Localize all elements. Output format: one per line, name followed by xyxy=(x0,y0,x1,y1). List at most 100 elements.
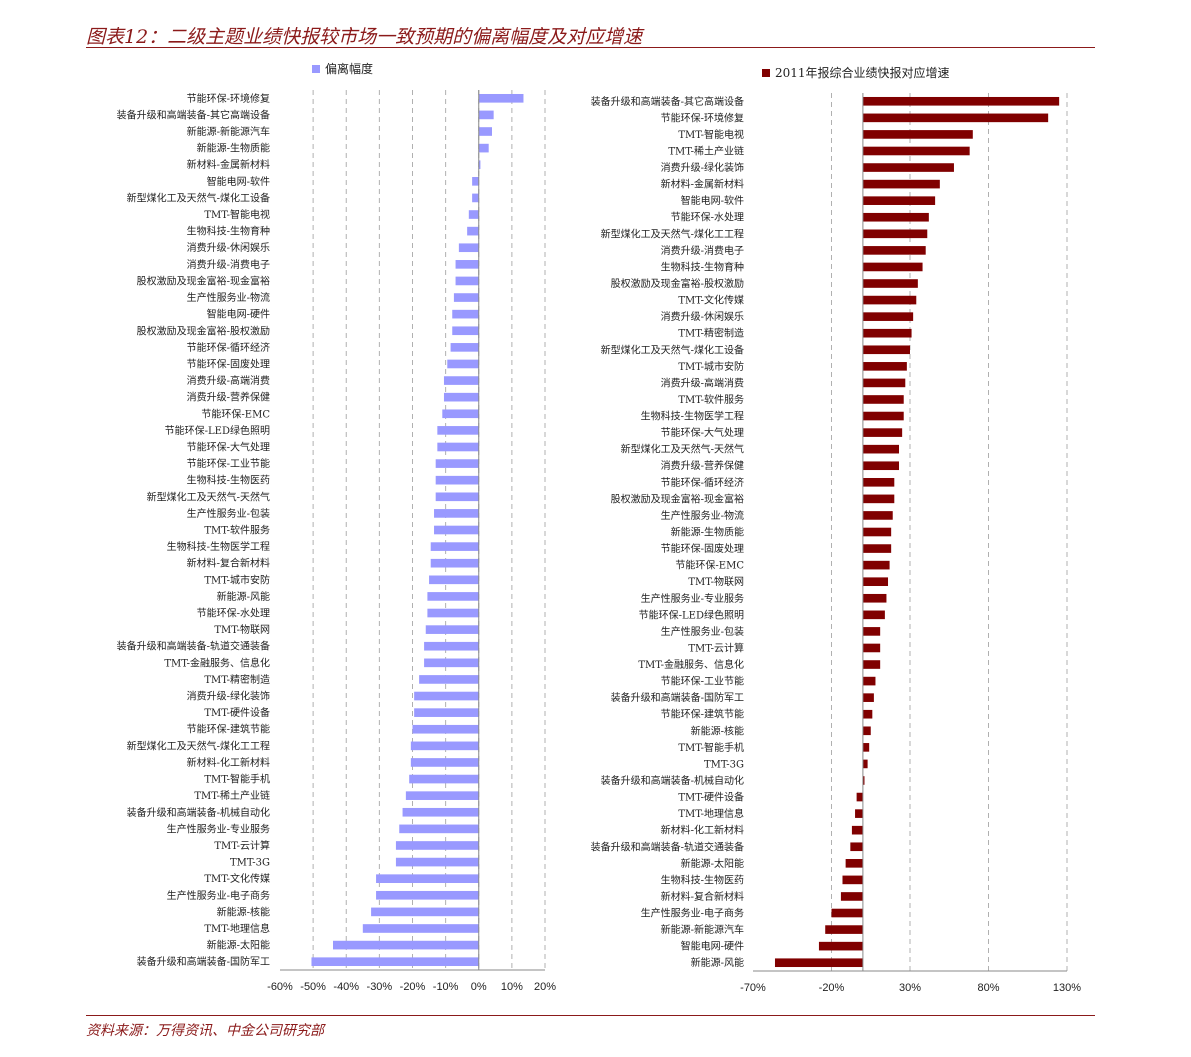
deviation-category-label: 节能环保-水处理 xyxy=(197,607,270,620)
growth-bar xyxy=(862,527,892,537)
growth-tick-label: 80% xyxy=(977,982,999,994)
growth-category-label: 节能环保-循环经济 xyxy=(661,476,744,489)
chart-title: 图表12：二级主题业绩快报较市场一致预期的偏离幅度及对应增速 xyxy=(86,26,643,48)
deviation-bar xyxy=(442,409,479,419)
growth-bar xyxy=(862,246,926,255)
deviation-category-label: 新能源-太阳能 xyxy=(207,939,270,952)
growth-category-label: TMT-物联网 xyxy=(688,575,744,588)
deviation-bar xyxy=(425,625,479,634)
growth-bar xyxy=(862,395,904,404)
deviation-tick-label: -50% xyxy=(300,981,326,993)
deviation-category-label: 节能环保-LED绿色照明 xyxy=(165,424,270,437)
deviation-bar xyxy=(478,127,492,136)
deviation-category-label: 智能电网-硬件 xyxy=(207,308,270,321)
growth-category-label: 消费升级-休闲娱乐 xyxy=(661,310,744,323)
growth-category-label: 新能源-太阳能 xyxy=(681,857,744,870)
growth-category-label: 生物科技-生物医学工程 xyxy=(641,410,744,423)
deviation-category-label: 新能源-风能 xyxy=(217,590,270,603)
deviation-bar xyxy=(478,143,489,153)
growth-category-label: 装备升级和高端装备-国防军工 xyxy=(611,691,744,704)
source-note: 资料来源：万得资讯、中金公司研究部 xyxy=(86,1023,324,1039)
deviation-tick-label: -30% xyxy=(367,981,393,993)
deviation-bar xyxy=(402,807,479,817)
deviation-bar xyxy=(414,691,479,701)
growth-category-label: 新型煤化工及天然气-煤化工设备 xyxy=(601,343,744,356)
growth-legend-label: 2011年报综合业绩快报对应增速 xyxy=(775,65,950,80)
deviation-bar xyxy=(447,359,479,369)
growth-category-label: 消费升级-营养保健 xyxy=(661,459,744,472)
deviation-category-label: 消费升级-营养保健 xyxy=(187,391,270,404)
growth-category-label: 节能环保-LED绿色照明 xyxy=(639,608,744,621)
deviation-bar xyxy=(455,276,479,286)
growth-bar xyxy=(862,312,914,321)
deviation-category-label: 消费升级-休闲娱乐 xyxy=(187,241,270,254)
deviation-bar xyxy=(429,575,479,585)
growth-category-label: TMT-稀土产业链 xyxy=(668,144,744,157)
growth-bar xyxy=(862,130,973,139)
deviation-legend-swatch xyxy=(312,65,320,73)
deviation-category-label: 股权激励及现金富裕-现金富裕 xyxy=(137,274,270,287)
deviation-tick-label: -60% xyxy=(267,981,293,993)
growth-bar xyxy=(862,96,1060,106)
deviation-bar xyxy=(472,193,479,203)
growth-bar xyxy=(842,875,863,885)
deviation-bar xyxy=(435,459,479,468)
growth-tick-label: -70% xyxy=(740,982,766,994)
growth-category-label: 生产性服务业-包装 xyxy=(661,625,744,638)
growth-category-label: TMT-3G xyxy=(704,759,744,770)
growth-category-label: 智能电网-硬件 xyxy=(681,940,744,953)
growth-category-label: 节能环保-工业节能 xyxy=(661,675,744,688)
growth-bar xyxy=(851,825,863,835)
growth-category-label: 节能环保-环境修复 xyxy=(661,111,744,124)
growth-bar xyxy=(862,726,871,736)
deviation-tick-label: 20% xyxy=(534,981,556,993)
deviation-category-label: 生产性服务业-专业服务 xyxy=(167,822,270,835)
growth-bar xyxy=(862,709,873,719)
deviation-category-label: 消费升级-高端消费 xyxy=(187,374,270,387)
deviation-tick-label: 0% xyxy=(471,981,487,993)
deviation-category-label: TMT-智能手机 xyxy=(204,773,270,786)
growth-bar xyxy=(862,345,910,355)
deviation-bar xyxy=(424,641,479,651)
growth-category-label: 股权激励及现金富裕-现金富裕 xyxy=(611,492,744,505)
deviation-bar xyxy=(468,210,479,219)
growth-category-label: TMT-硬件设备 xyxy=(678,791,744,804)
deviation-bar xyxy=(410,741,479,751)
growth-category-label: 新型煤化工及天然气-煤化工工程 xyxy=(601,227,744,240)
deviation-tick-label: -20% xyxy=(400,981,426,993)
footer-rule xyxy=(86,1015,1095,1016)
growth-category-label: 消费升级-绿化装饰 xyxy=(661,161,744,174)
growth-category-label: 节能环保-大气处理 xyxy=(661,426,744,439)
deviation-bar xyxy=(450,343,479,352)
growth-bar xyxy=(862,776,865,785)
growth-bar xyxy=(862,428,903,437)
deviation-category-label: 新能源-核能 xyxy=(217,905,270,918)
growth-bar xyxy=(862,362,907,371)
deviation-category-label: 生产性服务业-包装 xyxy=(187,507,270,520)
deviation-bar xyxy=(376,890,479,900)
deviation-category-label: 生物科技-生物医学工程 xyxy=(167,540,270,553)
growth-category-label: 新材料-金属新材料 xyxy=(661,178,744,191)
growth-bar xyxy=(850,842,863,852)
growth-bar xyxy=(862,328,912,338)
growth-category-label: 智能电网-软件 xyxy=(681,194,744,207)
deviation-category-label: 新能源-生物质能 xyxy=(197,142,270,155)
growth-bar xyxy=(862,676,876,686)
growth-category-label: 股权激励及现金富裕-股权激励 xyxy=(611,277,744,290)
deviation-category-label: 生产性服务业-物流 xyxy=(187,291,270,304)
deviation-category-label: 节能环保-固废处理 xyxy=(187,357,270,370)
growth-category-label: 装备升级和高端装备-其它高端设备 xyxy=(591,95,744,108)
deviation-bar xyxy=(478,110,494,120)
deviation-category-label: 新材料-化工新材料 xyxy=(187,756,270,769)
deviation-category-label: 节能环保-工业节能 xyxy=(187,457,270,470)
growth-category-label: TMT-城市安防 xyxy=(678,360,744,373)
deviation-category-label: 节能环保-建筑节能 xyxy=(187,723,270,736)
growth-tick-label: -20% xyxy=(819,982,845,994)
growth-bar xyxy=(862,229,928,239)
deviation-bar xyxy=(430,542,479,551)
growth-bar xyxy=(831,908,863,918)
growth-bar xyxy=(862,610,885,620)
growth-category-label: 新能源-生物质能 xyxy=(671,526,744,539)
growth-bar xyxy=(862,693,874,702)
